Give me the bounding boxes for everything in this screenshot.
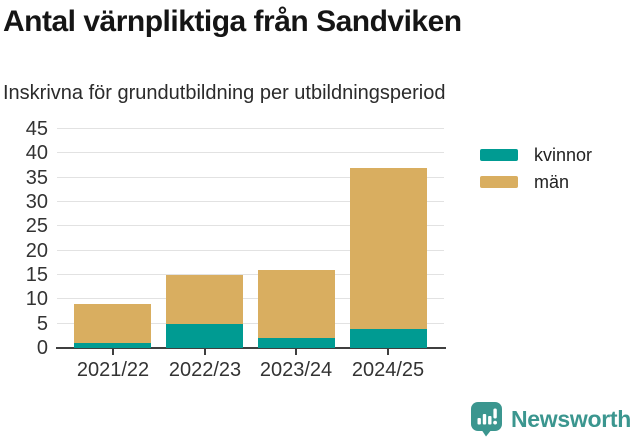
gridline-5 <box>57 323 444 324</box>
y-tick-label-20: 20 <box>25 240 48 262</box>
x-tick-label-2021-22: 2021/22 <box>76 359 150 381</box>
newsworthy-wordmark: Newsworthy <box>511 405 631 432</box>
gridline-45 <box>57 128 444 129</box>
bar-segment-kvinnor-2024-25[interactable] <box>350 329 427 348</box>
bar-segment-män-2023-24[interactable] <box>258 270 335 338</box>
bar-segment-män-2021-22[interactable] <box>74 304 151 343</box>
y-tick-label-45: 45 <box>25 118 48 140</box>
legend-swatch-kvinnor <box>480 149 518 161</box>
legend-item-kvinnor[interactable]: kvinnor <box>480 146 592 164</box>
gridline-15 <box>57 274 444 275</box>
bar-segment-män-2022-23[interactable] <box>166 275 243 324</box>
gridline-10 <box>57 298 444 299</box>
x-axis-line <box>56 347 446 349</box>
x-tick-2021-22 <box>112 349 114 355</box>
y-tick-label-5: 5 <box>36 313 48 335</box>
x-tick-2022-23 <box>204 349 206 355</box>
gridline-25 <box>57 225 444 226</box>
gridline-35 <box>57 177 444 178</box>
y-tick-label-25: 25 <box>25 215 48 237</box>
gridline-30 <box>57 201 444 202</box>
legend-item-man[interactable]: män <box>480 173 592 191</box>
gridline-40 <box>57 152 444 153</box>
gridline-20 <box>57 250 444 251</box>
bar-segment-kvinnor-2023-24[interactable] <box>258 338 335 348</box>
bar-segment-kvinnor-2022-23[interactable] <box>166 324 243 348</box>
legend-label-kvinnor: kvinnor <box>534 145 593 165</box>
legend-label-man: män <box>534 172 570 192</box>
x-tick-label-2022-23: 2022/23 <box>168 359 242 381</box>
y-tick-label-30: 30 <box>25 191 48 213</box>
newsworthy-bubble-chart-icon <box>470 401 503 437</box>
y-axis: 0 5 10 15 20 25 30 35 40 45 <box>0 119 48 358</box>
bar-segment-kvinnor-2021-22[interactable] <box>74 343 151 348</box>
y-tick-label-35: 35 <box>25 167 48 189</box>
y-tick-label-15: 15 <box>25 264 48 286</box>
chart-title: Antal värnpliktiga från Sandviken <box>3 5 462 38</box>
x-tick-label-2024-25: 2024/25 <box>351 359 425 381</box>
y-tick-label-40: 40 <box>25 142 48 164</box>
newsworthy-logo[interactable]: Newsworthy <box>470 401 631 437</box>
legend-swatch-man <box>480 176 518 188</box>
x-tick-label-2023-24: 2023/24 <box>259 359 333 381</box>
plot-area: 2021/22 2022/23 2023/24 2024/25 <box>56 128 446 381</box>
bar-segment-män-2024-25[interactable] <box>350 168 427 329</box>
x-tick-2024-25 <box>387 349 389 355</box>
y-tick-label-0: 0 <box>36 337 48 359</box>
legend: kvinnor män <box>480 146 592 191</box>
x-tick-2023-24 <box>295 349 297 355</box>
chart-subtitle: Inskrivna för grundutbildning per utbild… <box>3 82 446 104</box>
y-tick-label-10: 10 <box>25 288 48 310</box>
